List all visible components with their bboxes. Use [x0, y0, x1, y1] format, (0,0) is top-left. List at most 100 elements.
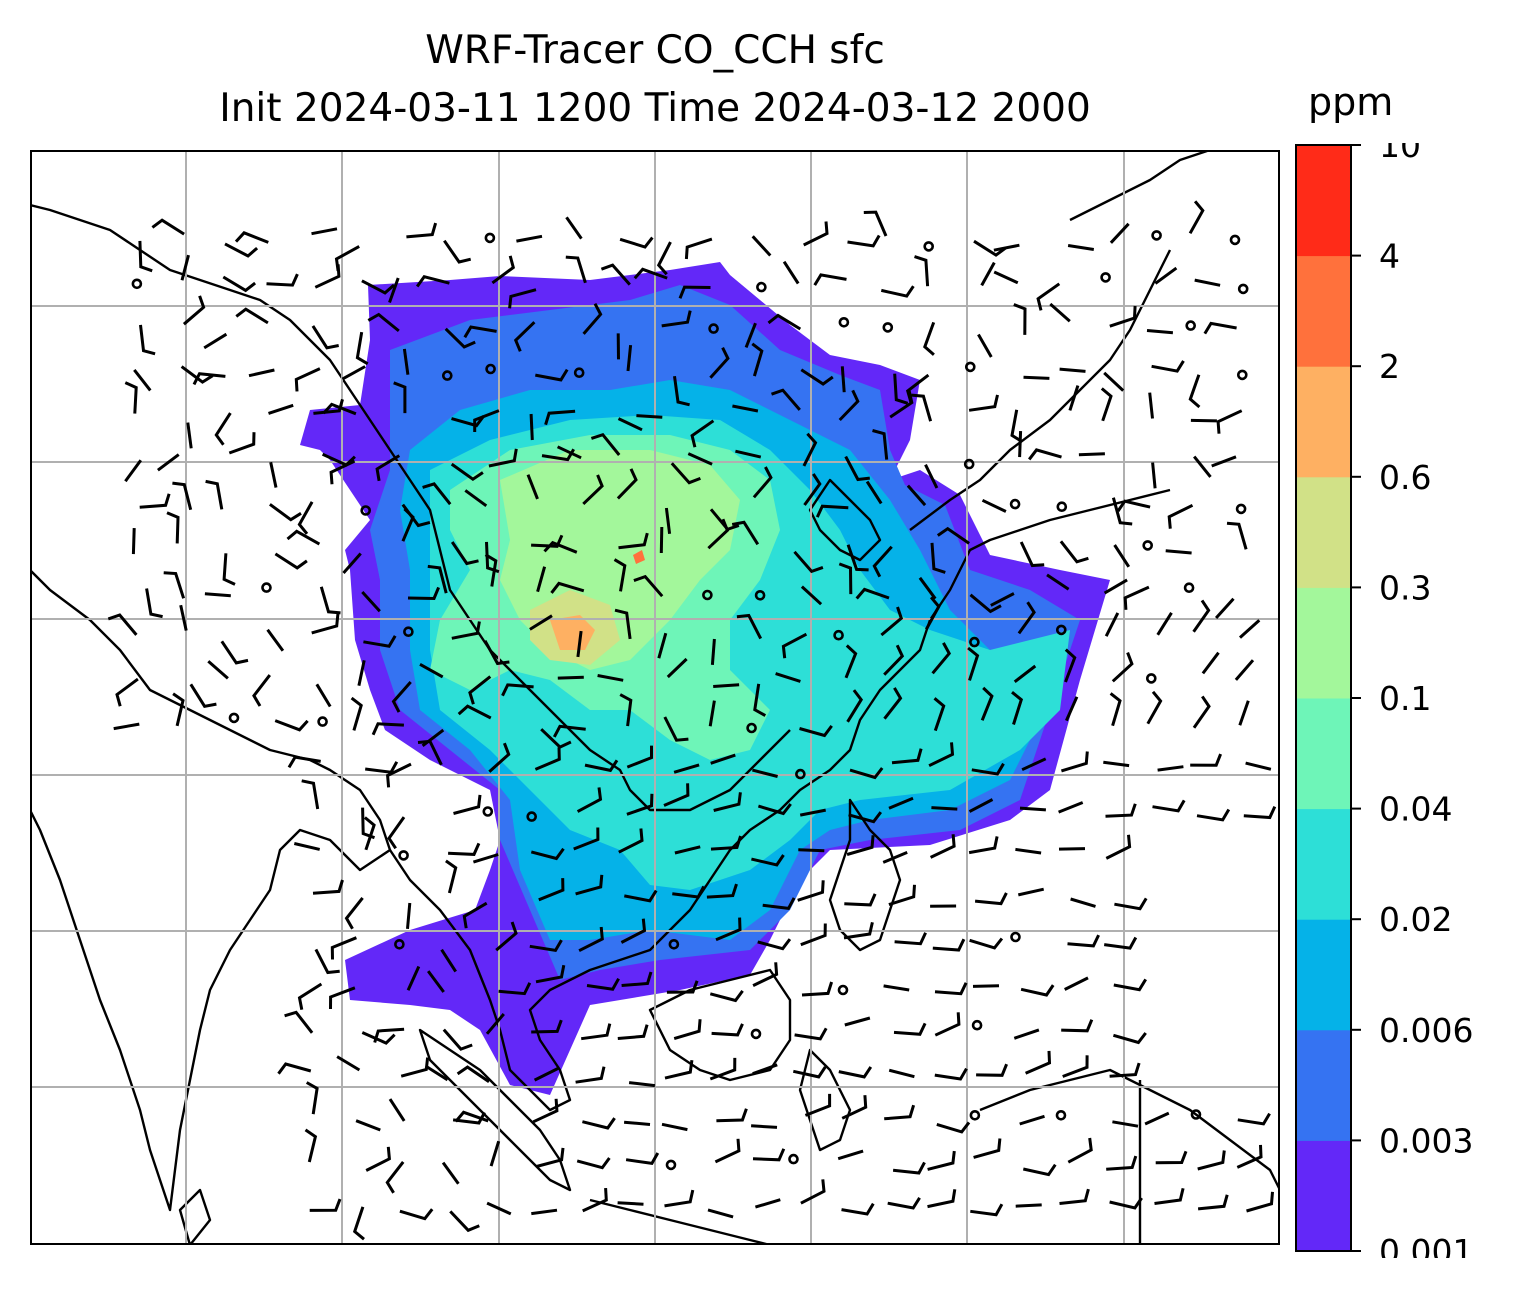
wind-barb — [855, 587, 890, 600]
calm-wind-marker — [923, 241, 935, 252]
wind-barb — [1111, 497, 1133, 526]
wind-barb — [837, 1149, 864, 1161]
wind-barb — [1146, 329, 1174, 335]
wind-barb — [107, 613, 138, 636]
wind-barb — [621, 971, 653, 987]
wind-barb — [204, 592, 231, 598]
calm-wind-marker — [360, 505, 372, 516]
wind-barb — [617, 1201, 644, 1206]
calm-wind-marker — [1237, 283, 1249, 295]
wind-barb — [1197, 1150, 1226, 1171]
wind-barb — [664, 1189, 695, 1208]
calm-wind-marker — [573, 367, 585, 378]
wind-barb — [762, 897, 796, 911]
wind-barb — [709, 990, 744, 1003]
field-level-06 — [550, 615, 595, 650]
wind-barb — [666, 657, 688, 679]
wind-barb — [365, 1146, 391, 1172]
wind-barb — [1203, 321, 1237, 335]
wind-barb — [407, 586, 440, 601]
wind-barb — [268, 403, 294, 415]
wind-barb — [516, 234, 543, 243]
wind-barb — [1061, 1019, 1094, 1033]
wind-barb — [1067, 1137, 1093, 1164]
wind-barb — [664, 1060, 694, 1080]
wind-barb — [661, 1122, 688, 1132]
wind-barb — [1148, 392, 1154, 419]
wind-barb — [192, 372, 226, 386]
wind-barb — [663, 716, 689, 742]
wind-barb — [498, 982, 532, 996]
wind-barb — [1109, 692, 1122, 727]
calm-wind-marker — [838, 317, 850, 328]
wind-barb — [990, 592, 1015, 607]
wind-barb — [427, 564, 448, 594]
wind-barb — [981, 498, 1007, 513]
wind-barb — [911, 393, 933, 422]
calm-wind-marker — [708, 323, 719, 334]
wind-barb — [968, 798, 994, 813]
wind-barb — [224, 242, 259, 258]
colorbar-tick-label: 2 — [1379, 347, 1400, 386]
wind-barb — [1190, 753, 1222, 767]
calm-wind-marker — [1185, 320, 1196, 331]
wind-barb — [1214, 597, 1235, 620]
wind-barb — [968, 836, 999, 855]
wind-barb — [417, 739, 443, 766]
wind-barb — [252, 674, 271, 707]
wind-barb — [234, 231, 269, 244]
wind-barb — [180, 254, 190, 281]
wind-barb — [530, 847, 565, 861]
wind-barb — [309, 1198, 342, 1212]
wind-barb — [673, 763, 700, 774]
wind-barb — [426, 970, 445, 993]
wind-barb — [415, 274, 450, 288]
wind-barb — [266, 273, 299, 287]
wind-barb — [844, 1016, 871, 1027]
wind-barb — [486, 1201, 512, 1216]
wind-barb — [752, 1148, 786, 1162]
colorbar-segment — [1296, 255, 1351, 367]
wind-barb — [266, 628, 285, 652]
calm-wind-marker — [403, 626, 414, 638]
wind-barb — [342, 552, 362, 574]
wind-barb — [1109, 305, 1137, 328]
wind-barb — [578, 926, 604, 953]
map-canvas — [30, 150, 1280, 1245]
calm-wind-marker — [131, 278, 143, 290]
colorbar-unit-label: ppm — [1308, 80, 1394, 124]
wind-barb — [709, 347, 730, 379]
wind-barb — [1019, 1114, 1045, 1126]
wind-barb — [531, 534, 564, 548]
wind-barb — [166, 511, 180, 544]
wind-barb — [619, 693, 633, 727]
wind-barb — [222, 553, 236, 586]
wind-barb — [848, 811, 882, 824]
wind-barb — [151, 218, 185, 236]
calm-wind-marker — [837, 984, 849, 996]
wind-barb — [619, 236, 654, 249]
wind-barb — [815, 504, 849, 518]
wind-barb — [932, 938, 966, 952]
wind-barb — [565, 255, 587, 284]
wind-barb — [794, 1027, 828, 1041]
wind-barb — [973, 1138, 1002, 1159]
wind-barb — [993, 270, 1019, 285]
calm-wind-marker — [394, 938, 405, 950]
wind-barb — [626, 745, 653, 769]
wind-barb — [754, 1198, 781, 1209]
wind-barb — [670, 462, 701, 485]
wind-barb — [633, 267, 668, 280]
wind-barb — [656, 241, 672, 276]
wind-barb — [980, 261, 996, 287]
wind-barb — [115, 677, 139, 707]
wind-barb — [1216, 409, 1243, 434]
calm-wind-marker — [1100, 272, 1111, 283]
wind-barb — [448, 842, 481, 856]
wind-barb — [752, 962, 779, 987]
wind-barb — [189, 683, 217, 708]
wind-barb — [914, 255, 930, 287]
wind-barb — [1011, 691, 1024, 725]
wind-barb — [387, 816, 406, 850]
wind-barb — [1114, 897, 1148, 911]
